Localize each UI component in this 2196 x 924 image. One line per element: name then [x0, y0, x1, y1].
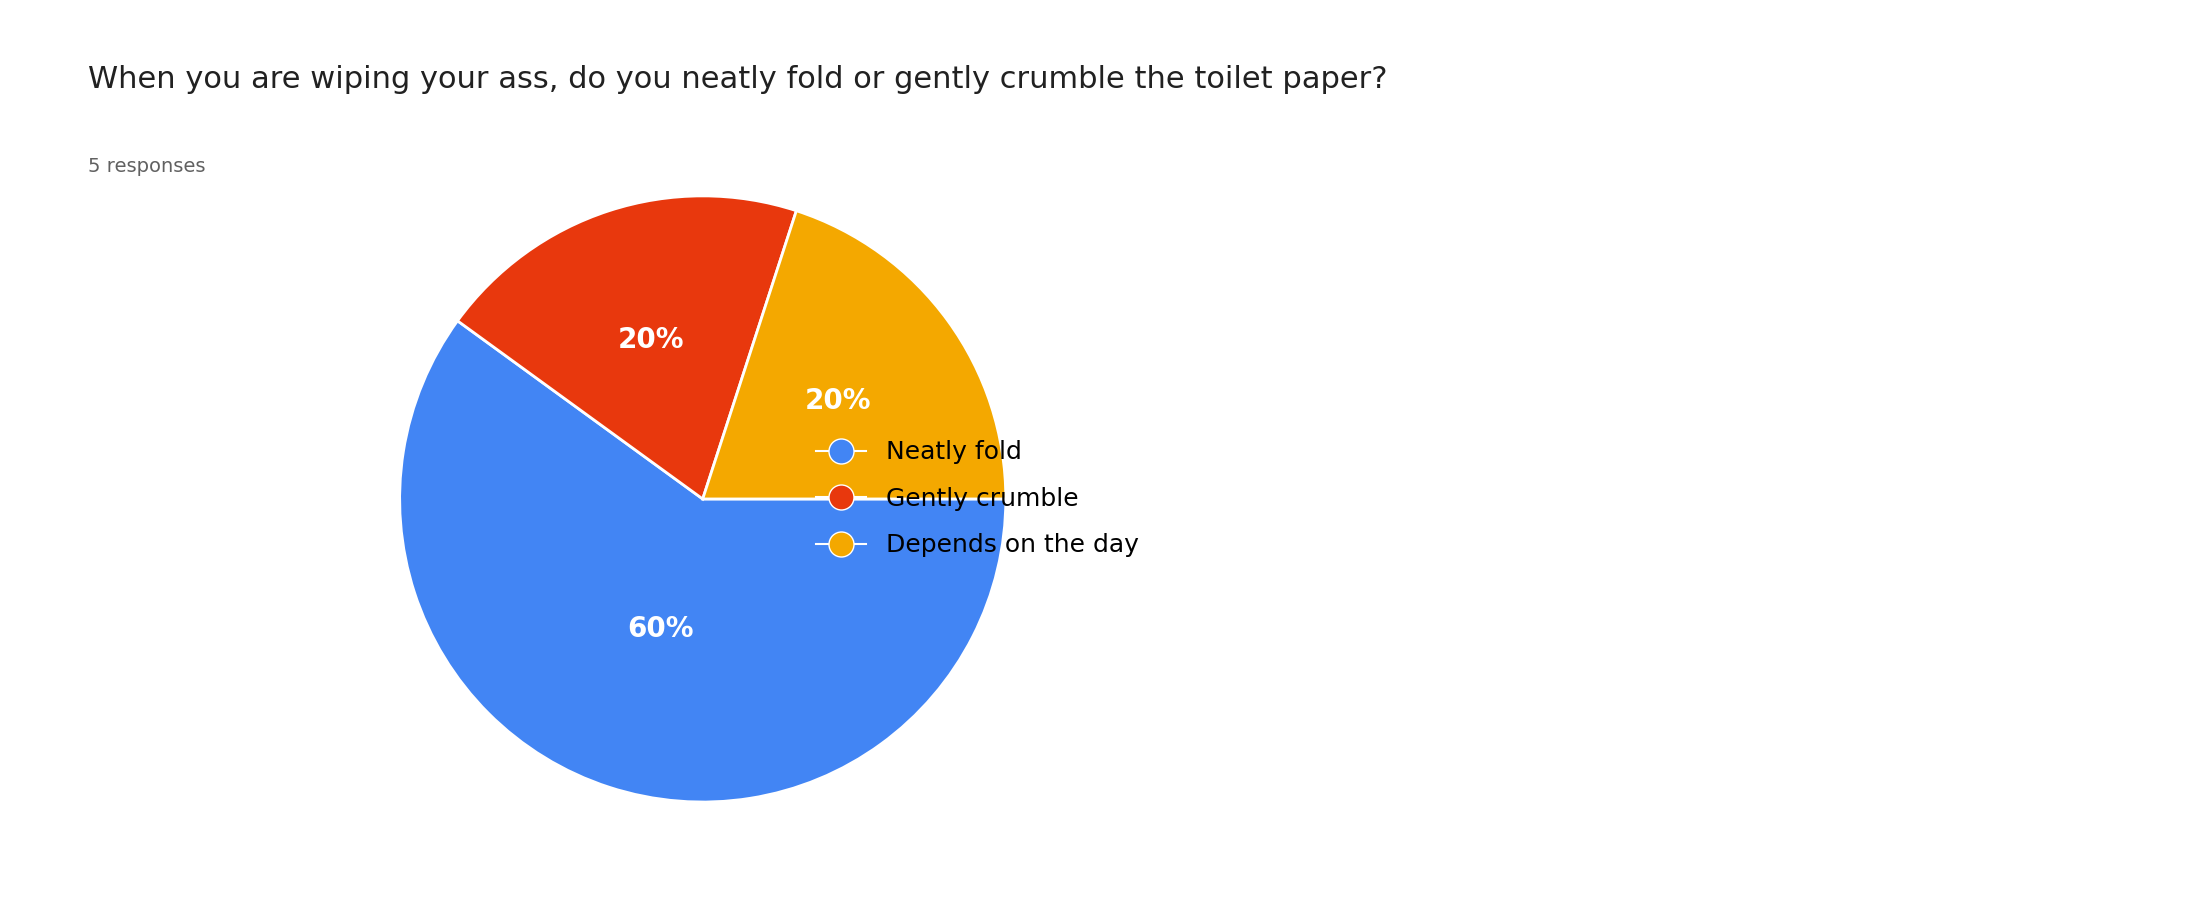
Legend: Neatly fold, Gently crumble, Depends on the day: Neatly fold, Gently crumble, Depends on …	[806, 431, 1149, 567]
Text: 20%: 20%	[804, 387, 872, 415]
Text: 20%: 20%	[617, 326, 685, 355]
Wedge shape	[400, 321, 1006, 802]
Text: 5 responses: 5 responses	[88, 157, 206, 176]
Text: 60%: 60%	[628, 614, 694, 643]
Wedge shape	[703, 211, 1006, 499]
Text: When you are wiping your ass, do you neatly fold or gently crumble the toilet pa: When you are wiping your ass, do you nea…	[88, 65, 1388, 93]
Wedge shape	[457, 196, 797, 499]
